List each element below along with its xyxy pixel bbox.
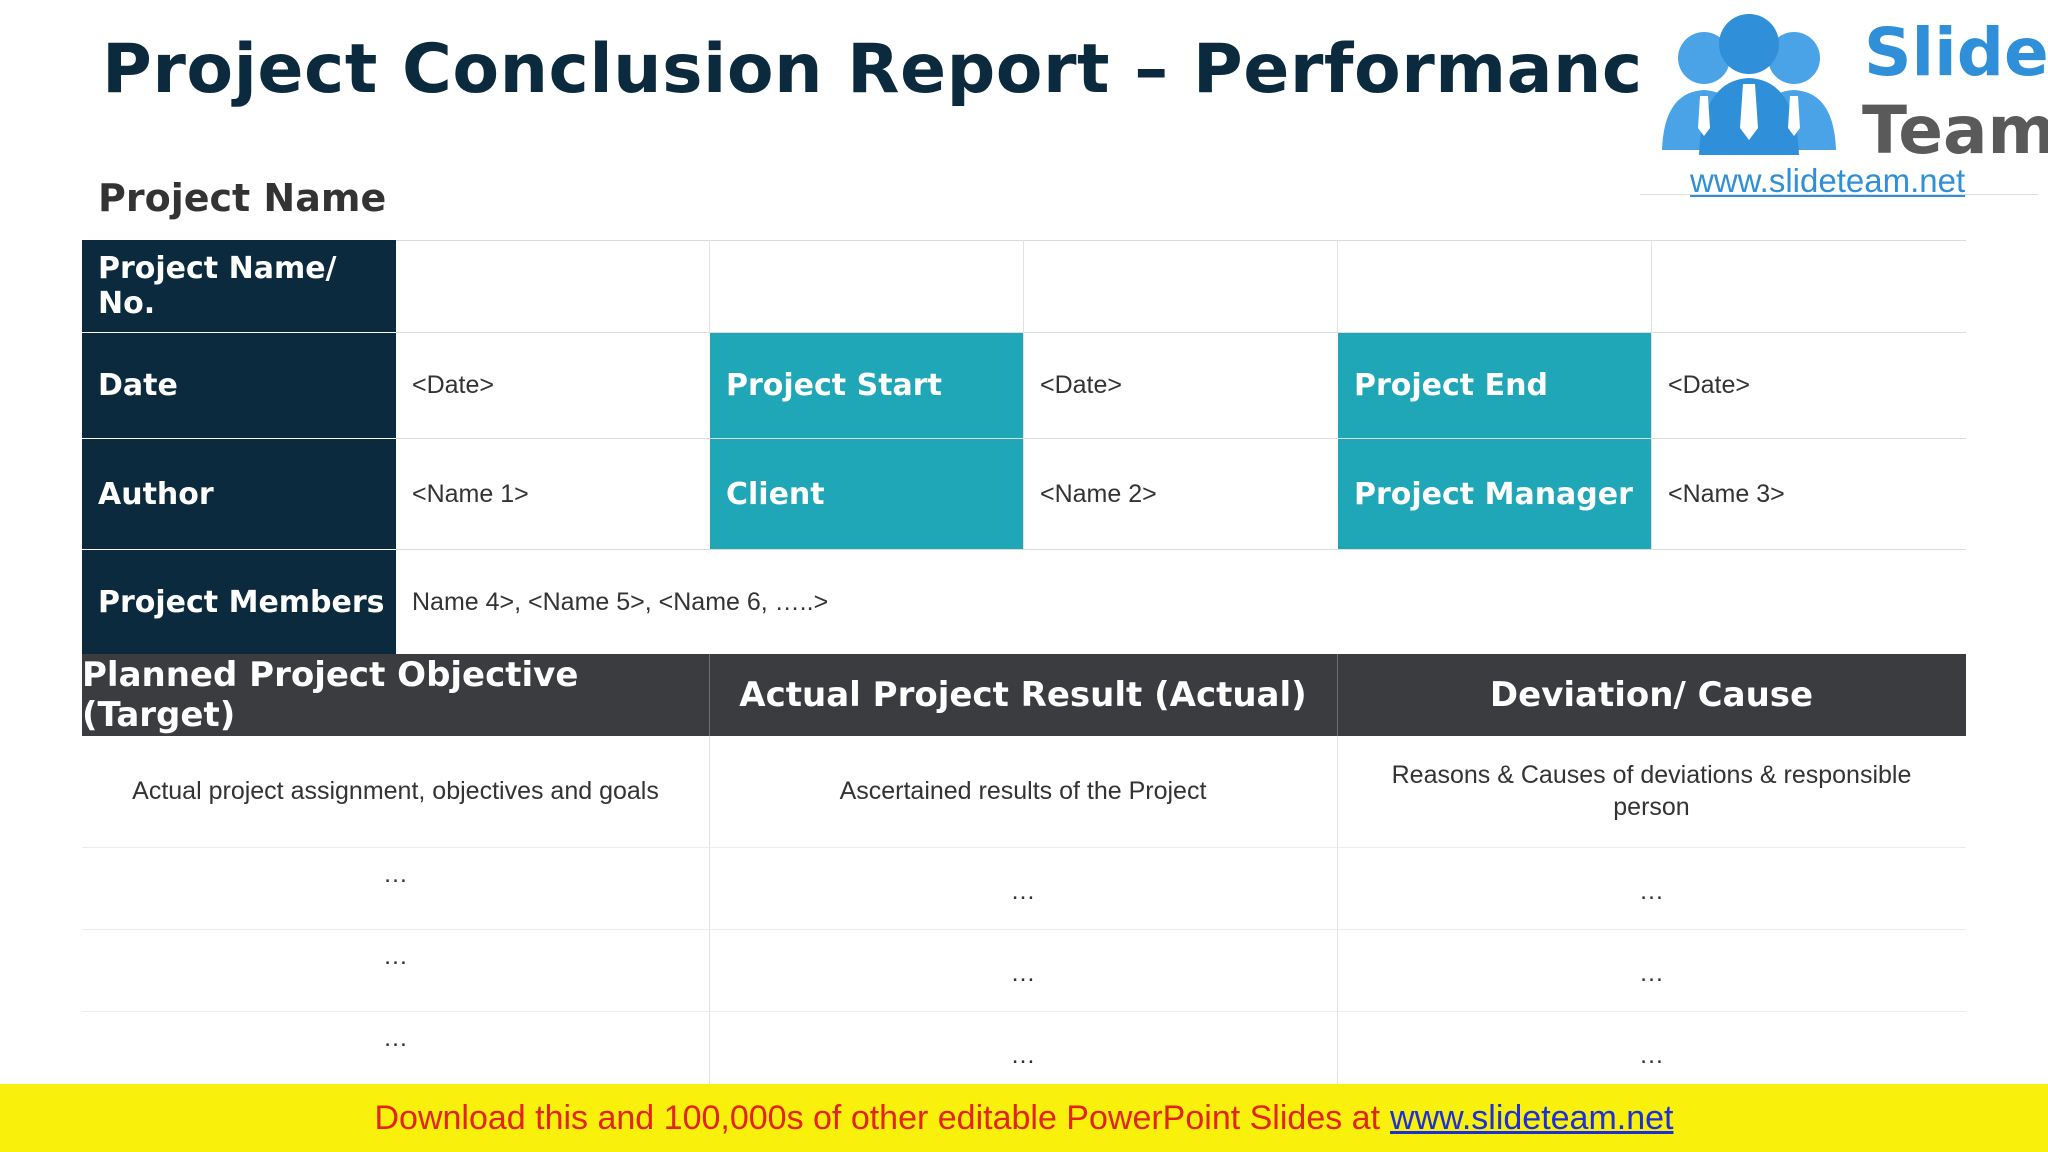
- grid-line: [1337, 736, 1338, 1084]
- grid-line: [82, 847, 1966, 848]
- grid-line: [82, 1011, 1966, 1012]
- author-value: <Name 1>: [412, 479, 529, 508]
- logo-url-link[interactable]: www.slideteam.net: [1690, 162, 1966, 199]
- download-banner: Download this and 100,000s of other edit…: [0, 1084, 2048, 1152]
- author-label: Author: [82, 439, 396, 549]
- logo-word-team: Team: [1862, 92, 2048, 169]
- grid-line: [1651, 240, 1652, 549]
- grid-line: [82, 240, 1966, 241]
- logo-divider: [1640, 194, 2038, 195]
- date-label: Date: [82, 333, 396, 438]
- table-cell: Ascertained results of the Project: [839, 776, 1207, 805]
- table-cell: …: [1639, 877, 1664, 906]
- grid-line: [396, 549, 1966, 550]
- banner-text: Download this and 100,000s of other edit…: [374, 1098, 1381, 1137]
- client-label: Client: [710, 439, 1023, 549]
- grid-line: [1337, 240, 1338, 332]
- project-end-value: <Date>: [1668, 371, 1751, 399]
- project-start-value: <Date>: [1040, 371, 1123, 399]
- grid-line: [709, 240, 710, 332]
- table-cell: …: [383, 1024, 408, 1053]
- date-value: <Date>: [412, 371, 495, 399]
- table-cell: …: [1010, 959, 1036, 988]
- project-name-label: Project Name/ No.: [82, 240, 396, 332]
- project-manager-value: <Name 3>: [1668, 479, 1785, 508]
- grid-line: [396, 332, 1966, 333]
- header-deviation-cause: Deviation/ Cause: [1337, 654, 1966, 736]
- header-actual-result: Actual Project Result (Actual): [709, 654, 1337, 736]
- logo-word-slide: Slide: [1864, 14, 2048, 91]
- table-cell: …: [1639, 959, 1664, 988]
- header-planned-objective: Planned Project Objective (Target): [82, 654, 709, 736]
- banner-link[interactable]: www.slideteam.net: [1390, 1098, 1674, 1137]
- project-manager-label: Project Manager: [1338, 439, 1651, 549]
- table-cell: …: [383, 860, 408, 889]
- project-start-label: Project Start: [710, 333, 1023, 438]
- table-cell: …: [383, 942, 408, 971]
- grid-line: [1023, 240, 1024, 549]
- people-logo-icon: [1662, 14, 1836, 155]
- grid-line: [82, 929, 1966, 930]
- table-cell: Actual project assignment, objectives an…: [132, 776, 659, 805]
- slideteam-logo: Slide Team www.slideteam.net: [1640, 0, 2048, 200]
- table-cell: …: [1010, 877, 1036, 906]
- project-members-label: Project Members: [82, 550, 396, 654]
- table-cell: …: [1639, 1041, 1664, 1070]
- header-separator: [709, 654, 710, 736]
- grid-line: [709, 736, 710, 1084]
- table-cell: Reasons & Causes of deviations & respons…: [1391, 761, 1912, 821]
- project-end-label: Project End: [1338, 333, 1651, 438]
- section-label: Project Name: [98, 176, 387, 220]
- client-value: <Name 2>: [1040, 479, 1157, 508]
- table-cell: …: [1010, 1041, 1036, 1070]
- project-members-value: Name 4>, <Name 5>, <Name 6, …..>: [412, 587, 829, 616]
- header-separator: [1337, 654, 1338, 736]
- grid-line: [396, 438, 1966, 439]
